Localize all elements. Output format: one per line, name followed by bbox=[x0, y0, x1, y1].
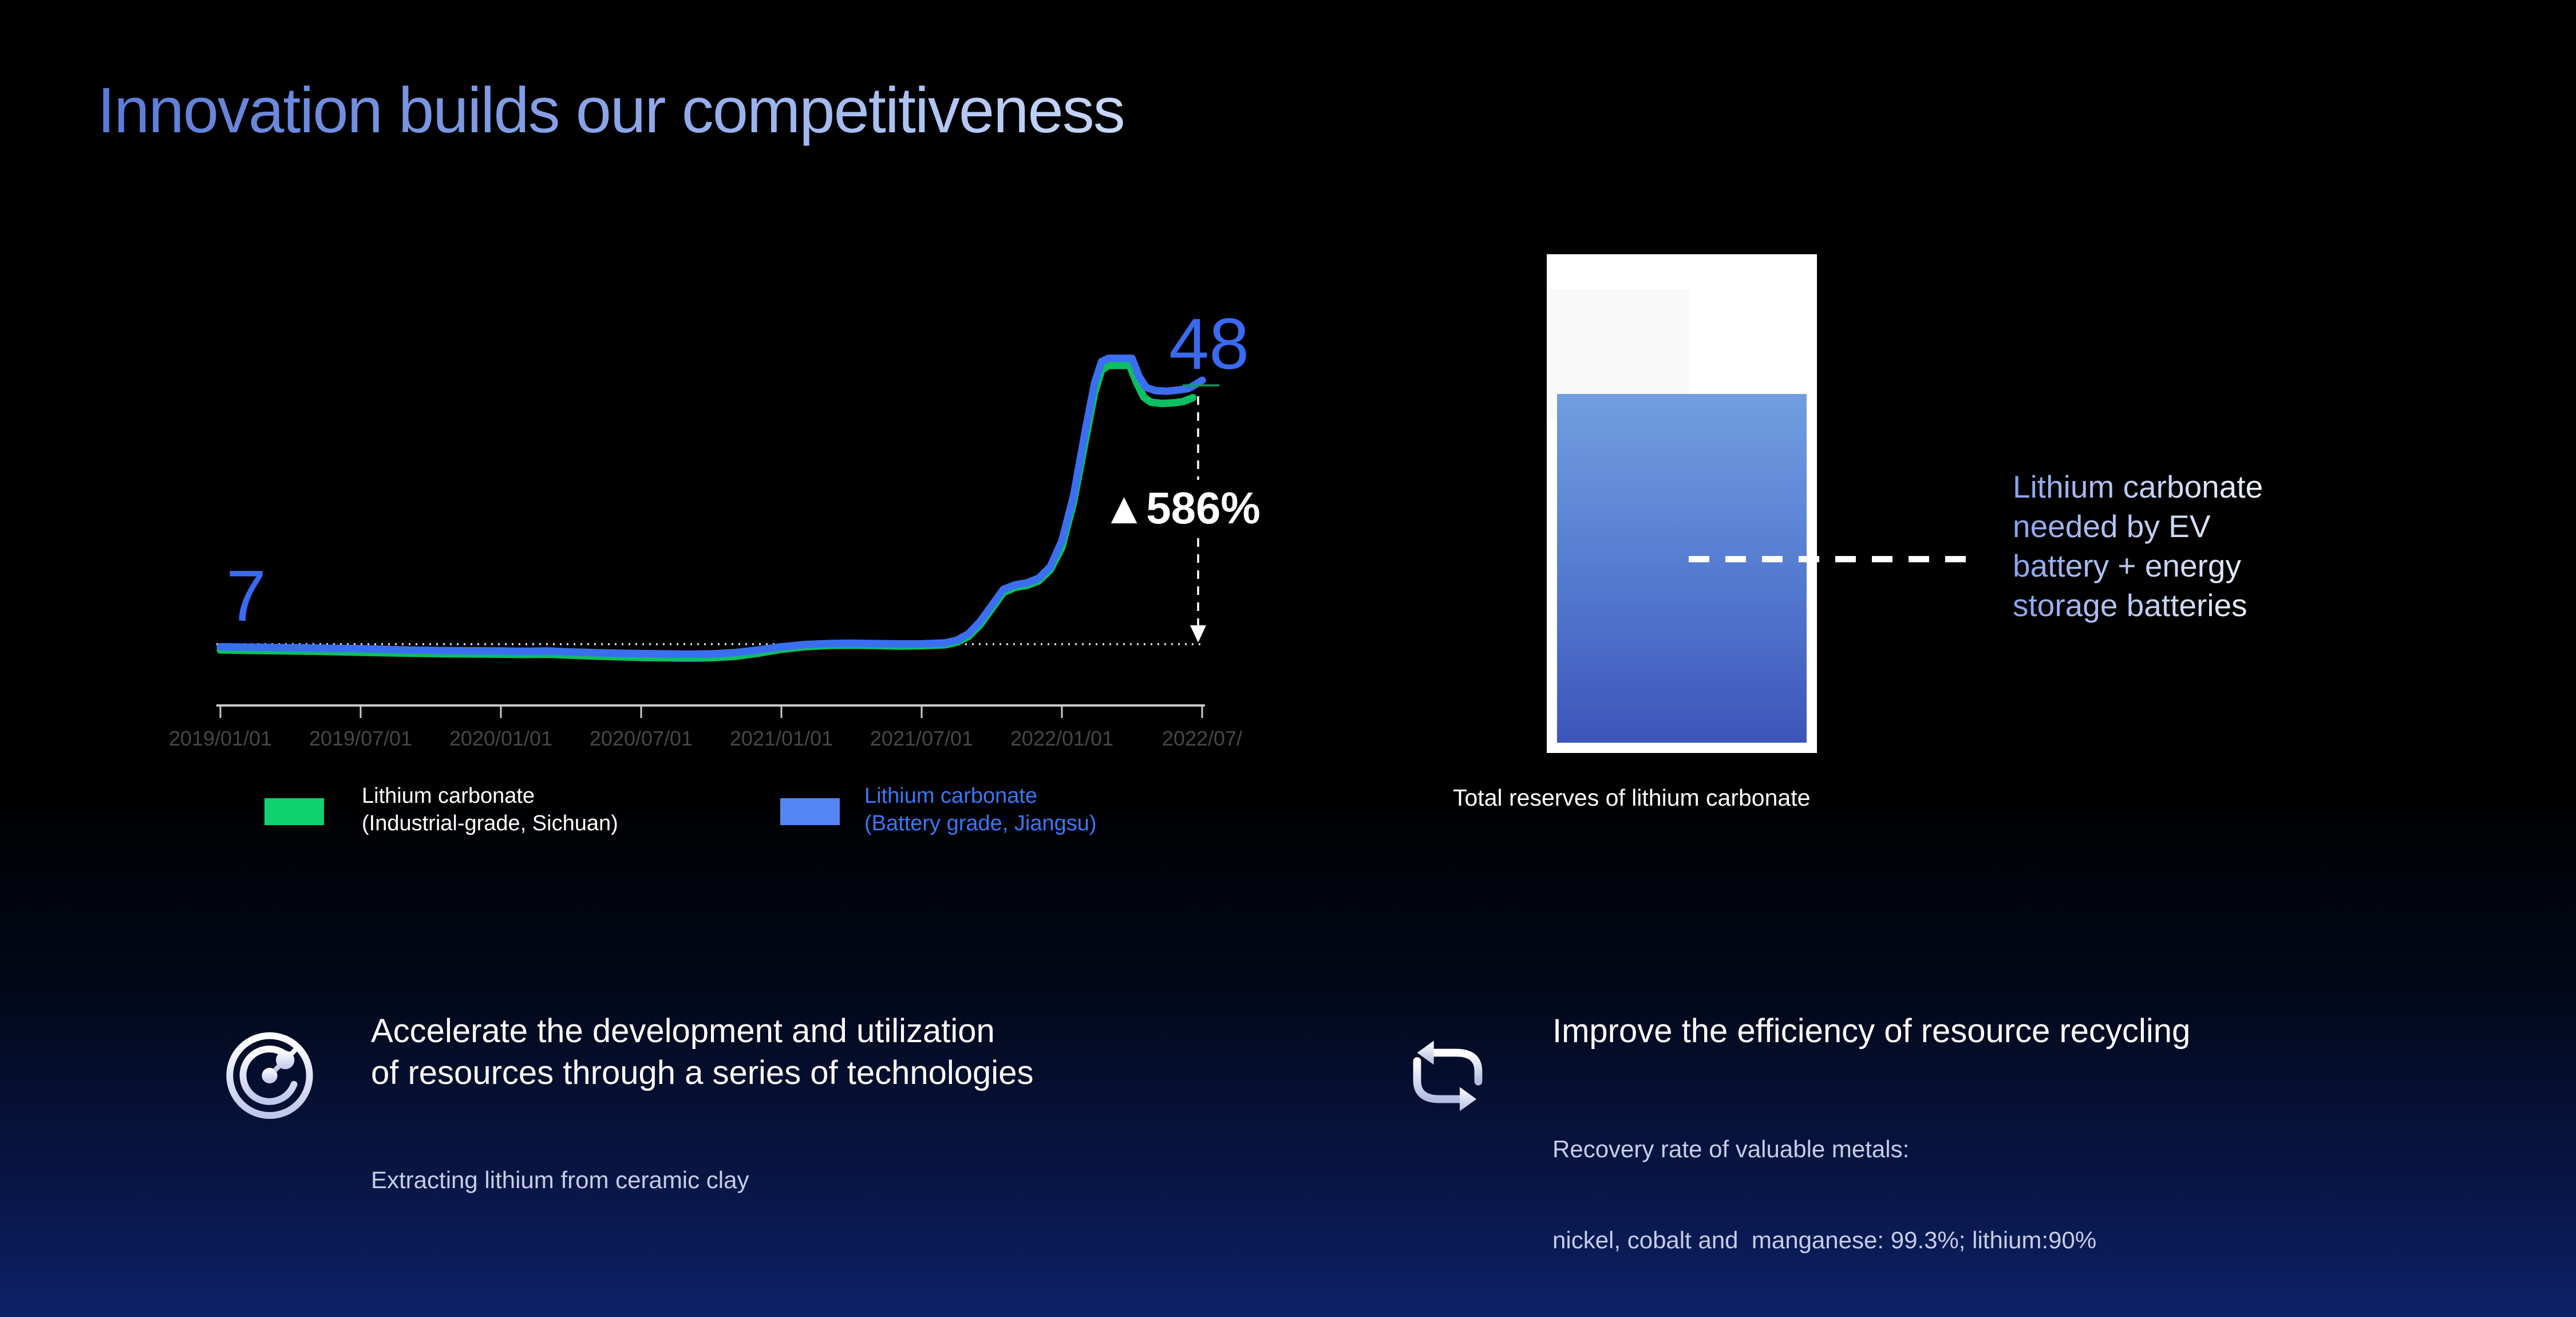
reserve-note-line2: needed by EV bbox=[2013, 508, 2211, 544]
legend-label-battery-line1: Lithium carbonate bbox=[864, 784, 1038, 808]
x-axis-tick-label: 2021/01/01 bbox=[730, 727, 833, 750]
series-line bbox=[216, 361, 1197, 662]
reserve-note: Lithium carbonate needed by EV battery +… bbox=[2013, 467, 2263, 625]
legend-label-industrial-line1: Lithium carbonate bbox=[362, 784, 535, 808]
reserve-tank-fill bbox=[1557, 394, 1807, 743]
x-axis-tick-label: 2020/01/01 bbox=[449, 727, 552, 750]
legend-label-industrial-line2: (Industrial-grade, Sichuan) bbox=[362, 811, 618, 835]
initiative-2-heading: Improve the efficiency of resource recyc… bbox=[1552, 1010, 2190, 1052]
radar-icon bbox=[226, 1032, 313, 1119]
reserve-level-dashed-line bbox=[1689, 556, 1970, 562]
lithium-price-line-chart: 2019/01/01 2019/07/01 2020/01/01 2020/07/01… bbox=[169, 354, 1242, 750]
x-axis-tick-label: 2019/01/01 bbox=[169, 727, 272, 750]
initiative-1-subtext-line1: Extracting lithium from ceramic clay bbox=[371, 1166, 749, 1193]
x-axis-tick-label: 2022/01/01 bbox=[1010, 727, 1113, 750]
reserve-caption: Total reserves of lithium carbonate bbox=[1453, 784, 1811, 811]
legend-swatch-industrial bbox=[264, 798, 324, 825]
legend-swatch-battery bbox=[780, 798, 840, 825]
x-axis-tick-label: 2022/07/ bbox=[1162, 727, 1242, 750]
legend-label-battery: Lithium carbonate (Battery grade, Jiangs… bbox=[864, 782, 1097, 837]
reserve-note-line3: battery + energy bbox=[2013, 548, 2241, 583]
initiative-2-subtext-line2: nickel, cobalt and manganese: 99.3%; lit… bbox=[1552, 1227, 2097, 1253]
end-value-label: 48 bbox=[1169, 303, 1250, 384]
x-axis-tick-label: 2020/07/01 bbox=[590, 727, 693, 750]
x-axis-tick-label: 2021/07/01 bbox=[870, 727, 973, 750]
legend-label-industrial: Lithium carbonate (Industrial-grade, Sic… bbox=[362, 782, 618, 837]
initiative-2-subtext: Recovery rate of valuable metals: nickel… bbox=[1552, 1073, 2096, 1316]
legend-label-battery-line2: (Battery grade, Jiangsu) bbox=[864, 811, 1097, 835]
percent-change-label: ▲586% bbox=[1102, 483, 1261, 533]
initiative-2-heading-line1: Improve the efficiency of resource recyc… bbox=[1552, 1012, 2191, 1050]
x-axis-tick-label: 2019/07/01 bbox=[309, 727, 412, 750]
reserve-note-line1: Lithium carbonate bbox=[2013, 469, 2263, 504]
series-line bbox=[216, 354, 1206, 658]
cycle-icon bbox=[1413, 1040, 1483, 1111]
initiative-1-heading-line2: of resources through a series of technol… bbox=[371, 1054, 1034, 1091]
initiative-1-heading-line1: Accelerate the development and utilizati… bbox=[371, 1012, 995, 1050]
initiative-1-subtext: Extracting lithium from ceramic clay bbox=[371, 1104, 749, 1316]
drop-arrowhead bbox=[1190, 625, 1206, 642]
initiative-1-heading: Accelerate the development and utilizati… bbox=[371, 1010, 1033, 1094]
reserve-note-line4: storage batteries bbox=[2013, 587, 2247, 623]
initiative-2-subtext-line1: Recovery rate of valuable metals: bbox=[1552, 1135, 1910, 1162]
page-title: Innovation builds our competitiveness bbox=[97, 74, 1125, 146]
start-value-label: 7 bbox=[226, 555, 267, 636]
